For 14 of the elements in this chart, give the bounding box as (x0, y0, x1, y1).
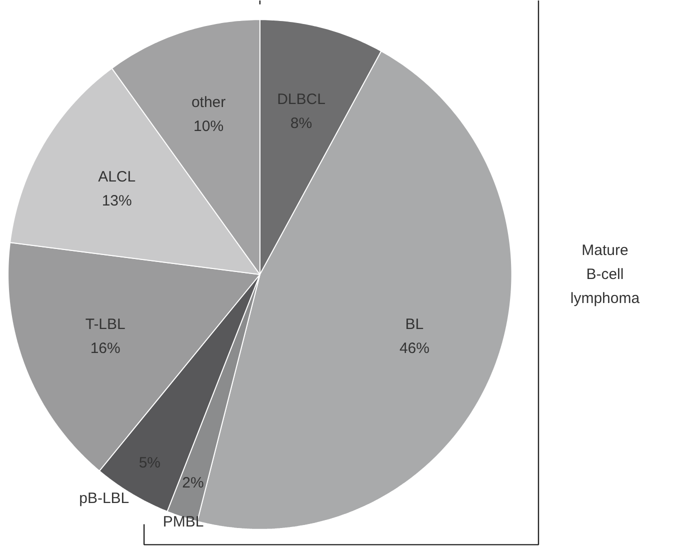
data-label: 2% (182, 474, 204, 492)
data-label: 46% (399, 340, 430, 357)
data-label: 16% (90, 340, 120, 357)
data-label: 8% (290, 114, 312, 132)
data-label: 10% (194, 118, 224, 135)
slice-label: pB-LBL (79, 490, 130, 507)
slice-label: DLBCL (277, 91, 326, 108)
slice-label: other (191, 94, 226, 112)
slice-label: PMBL (162, 513, 204, 530)
text: Mature B-cell lymphoma (570, 242, 640, 307)
slice-label: ALCL (98, 168, 136, 186)
slice-label: T-LBL (85, 316, 126, 334)
data-label: 13% (102, 192, 132, 210)
slice-label: BL (405, 316, 424, 334)
